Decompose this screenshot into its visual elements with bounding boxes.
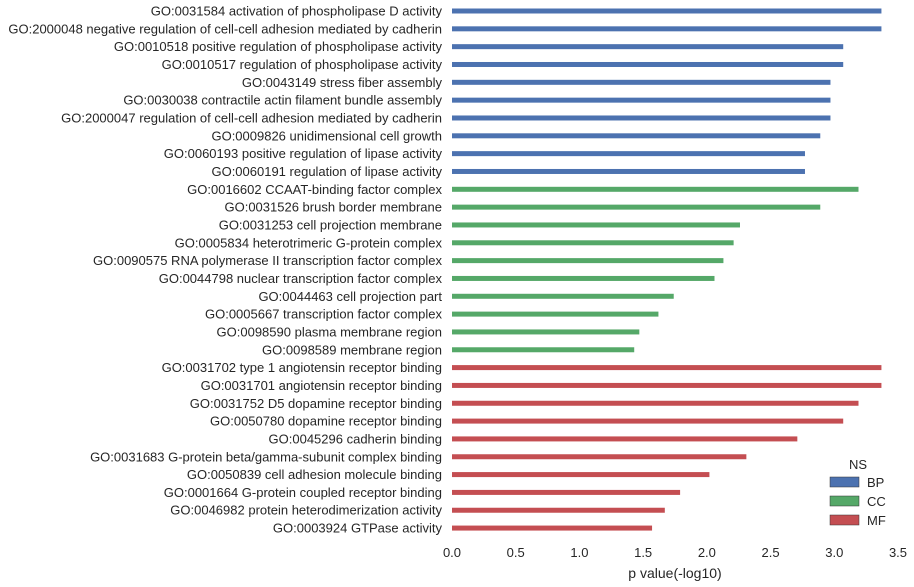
category-label: GO:0098590 plasma membrane region [217, 324, 442, 339]
x-tick-label: 1.5 [634, 545, 652, 560]
category-label: GO:0031253 cell projection membrane [219, 217, 442, 232]
bar-mf [452, 436, 798, 442]
bar-cc [452, 329, 640, 335]
category-label: GO:0090575 RNA polymerase II transcripti… [93, 253, 442, 268]
x-tick-label: 3.5 [889, 545, 907, 560]
legend-swatch-bp [829, 476, 860, 488]
bar-cc [452, 311, 659, 317]
category-label: GO:0031526 brush border membrane [224, 200, 442, 215]
category-label: GO:0043149 stress fiber assembly [242, 75, 443, 90]
bar-bp [452, 26, 882, 32]
x-tick-label: 0.5 [507, 545, 525, 560]
legend: NS BP CC MF [829, 457, 886, 528]
x-tick-label: 3.0 [825, 545, 843, 560]
category-label: GO:0005667 transcription factor complex [205, 307, 443, 322]
bar-mf [452, 418, 844, 424]
category-label: GO:0044463 cell projection part [258, 289, 442, 304]
category-label: GO:0031701 angiotensin receptor binding [201, 378, 442, 393]
bar-bp [452, 151, 805, 157]
x-tick-label: 0.0 [443, 545, 461, 560]
bar-cc [452, 186, 859, 192]
legend-title: NS [849, 457, 867, 472]
bar-cc [452, 293, 674, 299]
category-label: GO:0060191 regulation of lipase activity [211, 164, 442, 179]
category-label: GO:0046982 protein heterodimerization ac… [170, 503, 442, 518]
category-label: GO:2000048 negative regulation of cell-c… [8, 21, 442, 36]
category-label: GO:0031752 D5 dopamine receptor binding [190, 396, 442, 411]
bars-group [452, 8, 882, 531]
category-label: GO:0009826 unidimensional cell growth [211, 128, 442, 143]
bar-bp [452, 168, 805, 174]
category-label: GO:0005834 heterotrimeric G-protein comp… [175, 235, 443, 250]
category-label: GO:0031702 type 1 angiotensin receptor b… [162, 360, 442, 375]
bar-mf [452, 400, 859, 406]
category-label: GO:0031584 activation of phospholipase D… [151, 4, 443, 19]
bar-mf [452, 454, 747, 460]
category-label: GO:0010518 positive regulation of phosph… [114, 39, 443, 54]
bar-bp [452, 8, 882, 14]
category-label: GO:0031683 G-protein beta/gamma-subunit … [90, 449, 442, 464]
bar-bp [452, 115, 831, 121]
category-label: GO:0050780 dopamine receptor binding [210, 414, 442, 429]
bar-cc [452, 222, 740, 228]
bar-bp [452, 61, 844, 67]
bar-mf [452, 489, 681, 495]
category-label: GO:0045296 cadherin binding [269, 431, 442, 446]
bar-cc [452, 240, 734, 246]
bar-mf [452, 525, 653, 531]
category-label: GO:0016602 CCAAT-binding factor complex [187, 182, 442, 197]
bar-cc [452, 275, 715, 281]
bar-bp [452, 79, 831, 85]
bar-bp [452, 97, 831, 103]
category-label: GO:0010517 regulation of phospholipase a… [162, 57, 443, 72]
legend-label-cc: CC [867, 494, 886, 509]
category-label: GO:0060193 positive regulation of lipase… [164, 146, 443, 161]
bar-cc [452, 204, 821, 210]
bar-cc [452, 347, 635, 353]
x-axis-label: p value(-log10) [628, 565, 721, 581]
x-tick-label: 1.0 [570, 545, 588, 560]
legend-label-mf: MF [867, 513, 886, 528]
category-label: GO:0030038 contractile actin filament bu… [123, 93, 442, 108]
bar-cc [452, 258, 724, 264]
category-label: GO:0050839 cell adhesion molecule bindin… [187, 467, 442, 482]
bar-mf [452, 472, 710, 478]
bar-bp [452, 133, 821, 139]
category-label: GO:0044798 nuclear transcription factor … [159, 271, 443, 286]
x-tick-label: 2.0 [698, 545, 716, 560]
legend-label-bp: BP [867, 475, 884, 490]
category-label: GO:0098589 membrane region [262, 342, 442, 357]
bar-bp [452, 44, 844, 50]
category-label: GO:0001664 G-protein coupled receptor bi… [164, 485, 442, 500]
category-label: GO:2000047 regulation of cell-cell adhes… [61, 110, 442, 125]
bar-mf [452, 365, 882, 371]
bar-mf [452, 507, 665, 513]
category-label: GO:0003924 GTPase activity [273, 521, 443, 536]
category-labels: GO:0031584 activation of phospholipase D… [8, 4, 442, 536]
x-axis-ticks: 0.0 0.5 1.0 1.5 2.0 2.5 3.0 3.5 [443, 545, 907, 560]
bar-mf [452, 382, 882, 388]
x-tick-label: 2.5 [762, 545, 780, 560]
legend-swatch-mf [829, 514, 860, 526]
legend-swatch-cc [829, 495, 860, 507]
